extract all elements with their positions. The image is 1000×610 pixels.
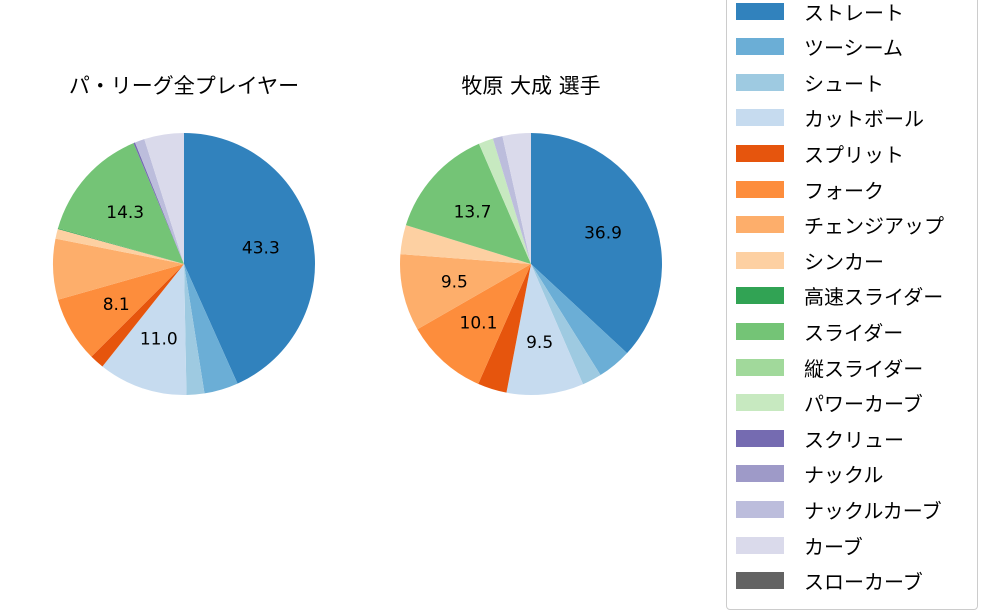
legend-swatch [736, 109, 784, 127]
pie-slice [400, 254, 531, 330]
legend-item: フォーク [736, 175, 884, 203]
pie-slice [57, 143, 184, 264]
legend-swatch [736, 358, 784, 376]
slice-value-label: 9.5 [441, 272, 468, 292]
legend-item: 縦スライダー [736, 353, 923, 381]
legend-item: スクリュー [736, 424, 904, 452]
legend-swatch [736, 465, 784, 483]
pie-slice [506, 264, 584, 395]
legend-item: カットボール [736, 104, 924, 132]
pie-slice [184, 264, 205, 395]
pie-slice [53, 238, 184, 300]
legend-label: スローカーブ [804, 570, 923, 595]
pie-slice [102, 264, 187, 395]
pie-slice [91, 264, 184, 367]
legend-swatch [736, 144, 784, 162]
legend-item: 高速スライダー [736, 282, 943, 310]
legend-label: スライダー [804, 320, 904, 345]
legend-swatch [736, 572, 784, 590]
pie-slice [492, 136, 531, 264]
legend-item: カーブ [736, 531, 863, 559]
legend-item: スローカーブ [736, 567, 923, 595]
legend-swatch [736, 216, 784, 234]
pie-charts: 43.3 11.0 8.1 14.3 36.9 9.5 10.1 9.5 13.7 [53, 133, 662, 395]
slice-value-label: 11.0 [140, 329, 178, 349]
legend-item: スライダー [736, 317, 903, 345]
pie-slice [135, 139, 184, 264]
legend-label: ツーシーム [804, 36, 903, 61]
pie-slice [531, 133, 662, 354]
slice-value-label: 13.7 [454, 202, 492, 222]
legend-swatch [736, 73, 784, 91]
pie-slice [478, 138, 531, 264]
legend-item: ストレート [736, 0, 904, 25]
legend-label: フォーク [804, 178, 884, 203]
pie-slice [184, 264, 238, 394]
pie-slice [144, 133, 184, 264]
legend-item: パワーカーブ [736, 389, 923, 417]
legend-label: スプリット [804, 142, 904, 167]
legend-swatch [736, 500, 784, 518]
pie-slice [400, 225, 531, 264]
legend-item: スプリット [736, 139, 904, 167]
pie-slice [133, 142, 184, 264]
pie-slice [55, 229, 184, 264]
pie-slice [57, 264, 184, 357]
pie-slice [502, 133, 531, 264]
legend-label: スクリュー [804, 427, 904, 452]
legend-item: ナックル [736, 460, 883, 488]
slice-value-label: 36.9 [584, 224, 622, 244]
legend-label: カーブ [804, 534, 863, 559]
pie-slice [478, 264, 531, 393]
legend-label: 高速スライダー [804, 285, 944, 310]
legend-item: シュート [736, 68, 884, 96]
legend-swatch [736, 2, 784, 20]
pie-slice [57, 228, 184, 264]
legend-label: シュート [804, 71, 884, 96]
slice-value-label: 8.1 [103, 295, 130, 315]
slice-value-label: 10.1 [460, 313, 498, 333]
legend-label: シンカー [804, 249, 884, 274]
legend-label: チェンジアップ [804, 214, 944, 239]
legend-item: チェンジアップ [736, 211, 944, 239]
legend-swatch [736, 287, 784, 305]
chart-title-league: パ・リーグ全プレイヤー [68, 74, 300, 98]
legend-swatch [736, 180, 784, 198]
legend-swatch [736, 322, 784, 340]
legend-label: ナックル [804, 463, 884, 488]
legend-label: カットボール [804, 107, 924, 132]
pie-slice [531, 264, 601, 385]
legend-item: ツーシーム [736, 33, 903, 61]
pie-chart-player: 36.9 9.5 10.1 9.5 13.7 [400, 133, 662, 395]
legend-swatch [736, 536, 784, 554]
legend-label: パワーカーブ [804, 392, 923, 417]
pie-slice [184, 133, 315, 384]
slice-value-label: 43.3 [242, 239, 280, 259]
chart-title-player: 牧原 大成 選手 [461, 74, 601, 98]
pie-slice [405, 143, 531, 264]
pie-slice [531, 264, 628, 376]
slice-value-label: 14.3 [106, 203, 144, 223]
legend-swatch [736, 38, 784, 56]
legend-label: ストレート [804, 0, 904, 25]
legend-item: ナックルカーブ [736, 495, 942, 523]
legend-swatch [736, 394, 784, 412]
pie-slice [417, 264, 531, 384]
slice-value-label: 9.5 [526, 333, 553, 353]
legend: ストレートツーシームシュートカットボール スプリットフォークチェンジアップ シンカー… [726, 0, 978, 610]
legend-swatch [736, 251, 784, 269]
legend-label: 縦スライダー [804, 356, 924, 381]
legend-label: ナックルカーブ [804, 498, 942, 523]
pie-chart-league: 43.3 11.0 8.1 14.3 [53, 133, 315, 395]
legend-swatch [736, 429, 784, 447]
legend-item: シンカー [736, 246, 884, 274]
